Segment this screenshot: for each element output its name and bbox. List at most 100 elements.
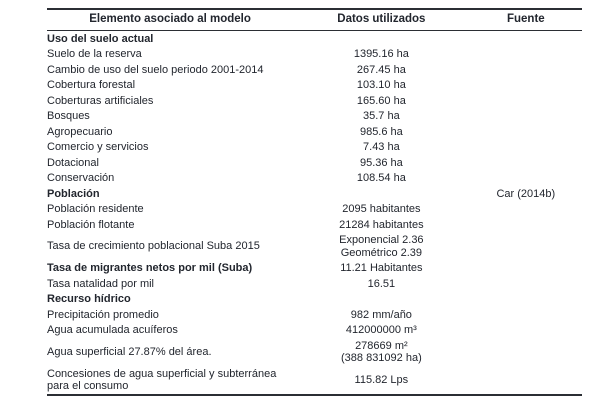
row-fuente [470, 155, 582, 171]
row-label: Agropecuario [47, 125, 113, 138]
value-line: (388 831092 ha) [341, 352, 422, 364]
row-label: Precipitación promedio [47, 308, 159, 321]
row-value: 7.43 ha [293, 140, 470, 156]
row-fuente [470, 171, 582, 187]
row-fuente [470, 140, 582, 156]
row-label: Cobertura forestal [47, 79, 136, 91]
row-fuente [470, 307, 582, 323]
table-row: Cobertura forestal 103.10 ha [47, 78, 582, 94]
row-label: Agua superficial 27.87% del área. [47, 345, 212, 358]
table-row: Suelo de la reserva 1395.16 ha [47, 47, 582, 63]
table-row: Uso del suelo actual [47, 31, 582, 47]
value-line: 35.7 ha [363, 110, 400, 122]
row-value: 108.54 ha [293, 171, 470, 187]
table-row: Cambio de uso del suelo periodo 2001-201… [47, 62, 582, 78]
row-fuente [470, 109, 582, 125]
row-value: 278669 m² (388 831092 ha) [293, 338, 470, 366]
value-line: 21284 habitantes [339, 218, 424, 231]
table-row: Bosques 35.7 ha [47, 109, 582, 125]
table-row: Comercio y servicios 7.43 ha [47, 140, 582, 156]
table-row: Tasa de migrantes netos por mil (Suba) 11… [47, 261, 582, 277]
row-fuente [470, 233, 582, 261]
row-value: 982 mm/año [293, 307, 470, 323]
value-line: 165.60 ha [356, 94, 406, 107]
table-row: Población residente 2095 habitantes [47, 202, 582, 218]
row-value: 95.36 ha [293, 155, 470, 171]
row-label: Población flotante [47, 218, 135, 231]
row-fuente [470, 62, 582, 78]
table-row: Precipitación promedio 982 mm/año [47, 307, 582, 323]
model-elements-table: Elemento asociado al modelo Datos utiliz… [47, 8, 582, 396]
row-value: 2095 habitantes [293, 202, 470, 218]
row-value: 267.45 ha [293, 62, 470, 78]
value-line: 1395.16 ha [353, 48, 409, 60]
row-label: Concesiones de agua superficial y subter… [47, 367, 277, 393]
row-fuente [470, 202, 582, 218]
row-fuente [470, 217, 582, 233]
table-row: Agua acumulada acuíferos 412000000 m³ [47, 323, 582, 339]
value-line: 2095 habitantes [342, 203, 421, 215]
row-value: 1395.16 ha [293, 47, 470, 63]
value-line: 982 mm/año [350, 308, 412, 321]
row-value [293, 292, 470, 308]
table-row: Conservación 108.54 ha [47, 171, 582, 187]
table-row: Agropecuario 985.6 ha [47, 124, 582, 140]
col-header-datos: Datos utilizados [293, 9, 470, 31]
row-label: Coberturas artificiales [47, 94, 154, 107]
table-row: Agua superficial 27.87% del área. 278669 … [47, 338, 582, 366]
row-value: 115.82 Lps [293, 366, 470, 395]
table-row: Población flotante 21284 habitantes [47, 217, 582, 233]
row-value: 16.51 [293, 276, 470, 292]
table-row: Coberturas artificiales 165.60 ha [47, 93, 582, 109]
value-line: 115.82 Lps [354, 373, 409, 386]
row-label: Comercio y servicios [47, 141, 149, 153]
col-header-elemento: Elemento asociado al modelo [47, 9, 294, 31]
row-value: 412000000 m³ [293, 323, 470, 339]
table-row: Concesiones de agua superficial y subter… [47, 366, 582, 395]
row-value [293, 186, 470, 202]
row-fuente [470, 323, 582, 339]
table-row: Dotacional 95.36 ha [47, 155, 582, 171]
row-label: Dotacional [47, 156, 99, 169]
row-value: 11.21 Habitantes [293, 261, 470, 277]
row-value: 165.60 ha [293, 93, 470, 109]
row-label: Bosques [47, 110, 90, 122]
row-fuente [470, 31, 582, 47]
row-value: 21284 habitantes [293, 217, 470, 233]
value-line: 7.43 ha [363, 141, 400, 153]
value-line: 267.45 ha [356, 63, 406, 76]
row-label: Tasa de crecimiento poblacional Suba 201… [47, 240, 260, 253]
table-body: Uso del suelo actual Suelo de la reserva 1… [47, 31, 582, 396]
row-fuente: Car (2014b) [496, 187, 556, 200]
row-fuente [470, 124, 582, 140]
row-label: Uso del suelo actual [47, 32, 154, 45]
row-fuente [470, 261, 582, 277]
value-line: Geométrico 2.39 [340, 246, 423, 259]
row-fuente [470, 78, 582, 94]
table-row: Población Car (2014b) [47, 186, 582, 202]
model-elements-table-wrap: Elemento asociado al modelo Datos utiliz… [47, 8, 582, 396]
value-line: 16.51 [367, 277, 396, 290]
value-line: 278669 m² [355, 339, 408, 352]
row-label: Cambio de uso del suelo periodo 2001-201… [47, 63, 264, 76]
row-label: Tasa de migrantes netos por mil (Suba) [47, 262, 253, 274]
row-value: 103.10 ha [293, 78, 470, 94]
value-line: 103.10 ha [356, 79, 406, 91]
row-value: Exponencial 2.36 Geométrico 2.39 [293, 233, 470, 261]
row-value: 35.7 ha [293, 109, 470, 125]
table-row: Recurso hídrico [47, 292, 582, 308]
row-value: 985.6 ha [293, 124, 470, 140]
row-label: Población residente [47, 203, 144, 215]
row-fuente [470, 276, 582, 292]
row-value [293, 31, 470, 47]
row-fuente [470, 47, 582, 63]
value-line: 412000000 m³ [345, 324, 417, 336]
row-fuente [470, 366, 582, 395]
table-row: Tasa natalidad por mil 16.51 [47, 276, 582, 292]
value-line: 985.6 ha [359, 125, 403, 138]
row-fuente [470, 292, 582, 308]
table-row: Tasa de crecimiento poblacional Suba 201… [47, 233, 582, 261]
row-fuente [470, 338, 582, 366]
row-label: Población [47, 187, 100, 200]
